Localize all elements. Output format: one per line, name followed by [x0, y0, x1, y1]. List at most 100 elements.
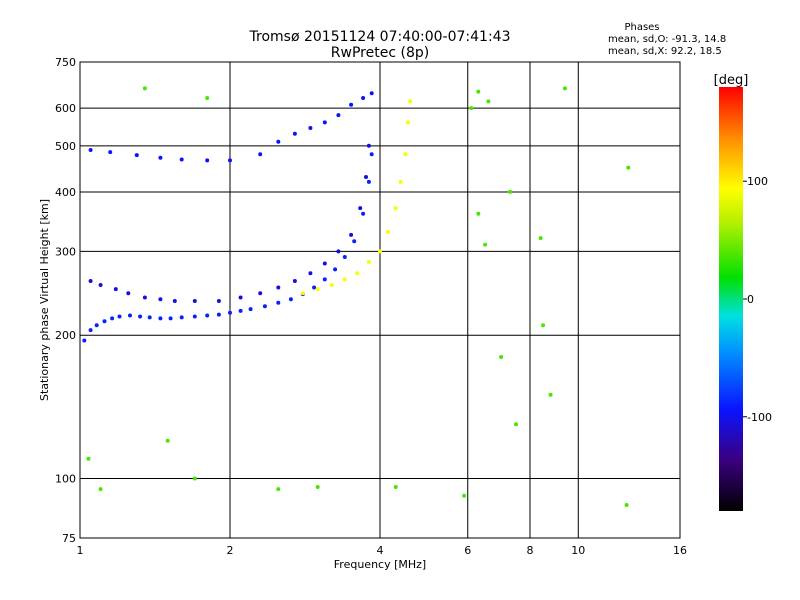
data-point — [88, 328, 93, 333]
data-point — [172, 299, 177, 303]
data-point — [626, 165, 631, 170]
y-tick-label: 500 — [55, 140, 76, 153]
data-point — [476, 89, 481, 94]
data-point — [514, 422, 518, 427]
data-point — [366, 143, 371, 148]
data-point — [308, 126, 313, 130]
y-tick-label: 300 — [55, 245, 76, 258]
data-point — [349, 102, 354, 107]
data-point — [134, 153, 139, 158]
data-point — [486, 99, 491, 104]
data-point — [248, 307, 253, 312]
y-tick-label: 750 — [55, 56, 76, 69]
data-point — [483, 242, 488, 247]
data-point — [355, 271, 360, 276]
data-point — [258, 291, 263, 296]
data-point — [128, 313, 132, 318]
data-point — [361, 96, 366, 100]
y-tick-label: 200 — [55, 329, 76, 342]
data-point — [205, 313, 210, 318]
data-point — [82, 338, 87, 343]
data-point — [238, 295, 243, 300]
data-point — [366, 179, 371, 184]
plot-area: 1 2 4 6 8 10 16 75 100 200 300 400 500 600 750 — [55, 56, 687, 557]
x-tick-label: 2 — [227, 544, 234, 557]
data-point — [205, 158, 210, 163]
colorbar — [719, 87, 743, 511]
data-point — [102, 319, 107, 324]
data-point — [329, 283, 334, 287]
data-point — [88, 279, 93, 283]
data-point — [538, 236, 543, 241]
colorbar-tick-label: 0 — [747, 293, 754, 306]
data-point — [88, 148, 93, 152]
colorbar-label: [deg] — [714, 73, 749, 88]
stats-heading: Phases — [624, 22, 659, 33]
data-point — [315, 485, 320, 489]
x-tick-label: 8 — [527, 544, 534, 557]
data-point — [110, 316, 115, 321]
data-point — [378, 249, 382, 254]
data-points — [82, 86, 631, 507]
data-point — [393, 206, 398, 211]
data-point — [262, 304, 267, 309]
data-point — [126, 291, 131, 296]
data-point — [192, 476, 197, 481]
data-point — [322, 277, 327, 282]
grid — [80, 62, 680, 538]
data-point — [276, 285, 281, 290]
y-axis-label: Stationary phase Virtual Height [km] — [38, 199, 51, 401]
data-point — [393, 485, 398, 489]
data-point — [349, 232, 354, 237]
data-point — [342, 255, 347, 259]
y-tick-label: 75 — [62, 532, 76, 545]
data-point — [142, 295, 147, 300]
data-point — [403, 152, 408, 157]
data-point — [108, 150, 113, 155]
x-tick-label: 10 — [571, 544, 585, 557]
data-point — [352, 239, 357, 244]
data-point — [476, 211, 481, 216]
data-point — [179, 157, 184, 162]
data-point — [315, 287, 320, 292]
data-point — [366, 260, 371, 264]
data-point — [336, 249, 341, 254]
data-point — [158, 297, 163, 302]
data-point — [405, 120, 410, 125]
data-point — [216, 299, 221, 303]
data-point — [386, 229, 390, 234]
data-point — [238, 308, 243, 313]
x-axis-label: Frequency [MHz] — [334, 558, 426, 571]
data-point — [288, 297, 293, 302]
chart-subtitle: RwPretec (8p) — [331, 45, 429, 61]
data-point — [113, 287, 118, 292]
data-point — [168, 316, 173, 321]
colorbar-tick-label: 100 — [747, 175, 768, 188]
data-point — [361, 211, 366, 216]
data-point — [228, 158, 232, 163]
y-axis-ticks: 75 100 200 300 400 500 600 750 — [55, 56, 76, 545]
data-point — [94, 323, 99, 328]
data-point — [398, 179, 403, 184]
data-point — [369, 152, 374, 157]
stats-o-mode: mean, sd,O: -91.3, 14.8 — [608, 34, 726, 45]
data-point — [192, 299, 197, 303]
data-point — [276, 300, 281, 305]
y-tick-label: 100 — [55, 473, 76, 486]
data-point — [142, 86, 147, 91]
data-point — [336, 113, 341, 118]
x-tick-label: 1 — [77, 544, 84, 557]
data-point — [216, 312, 221, 317]
data-point — [562, 86, 567, 91]
colorbar-ticks: 100 0 -100 — [743, 175, 772, 424]
data-point — [292, 279, 297, 283]
data-point — [322, 261, 327, 266]
x-tick-label: 6 — [464, 544, 471, 557]
colorbar-tick-label: -100 — [747, 411, 772, 424]
data-point — [499, 355, 504, 359]
data-point — [192, 314, 197, 319]
data-point — [369, 91, 374, 96]
data-point — [308, 271, 313, 276]
data-point — [408, 99, 413, 104]
data-point — [541, 323, 546, 328]
